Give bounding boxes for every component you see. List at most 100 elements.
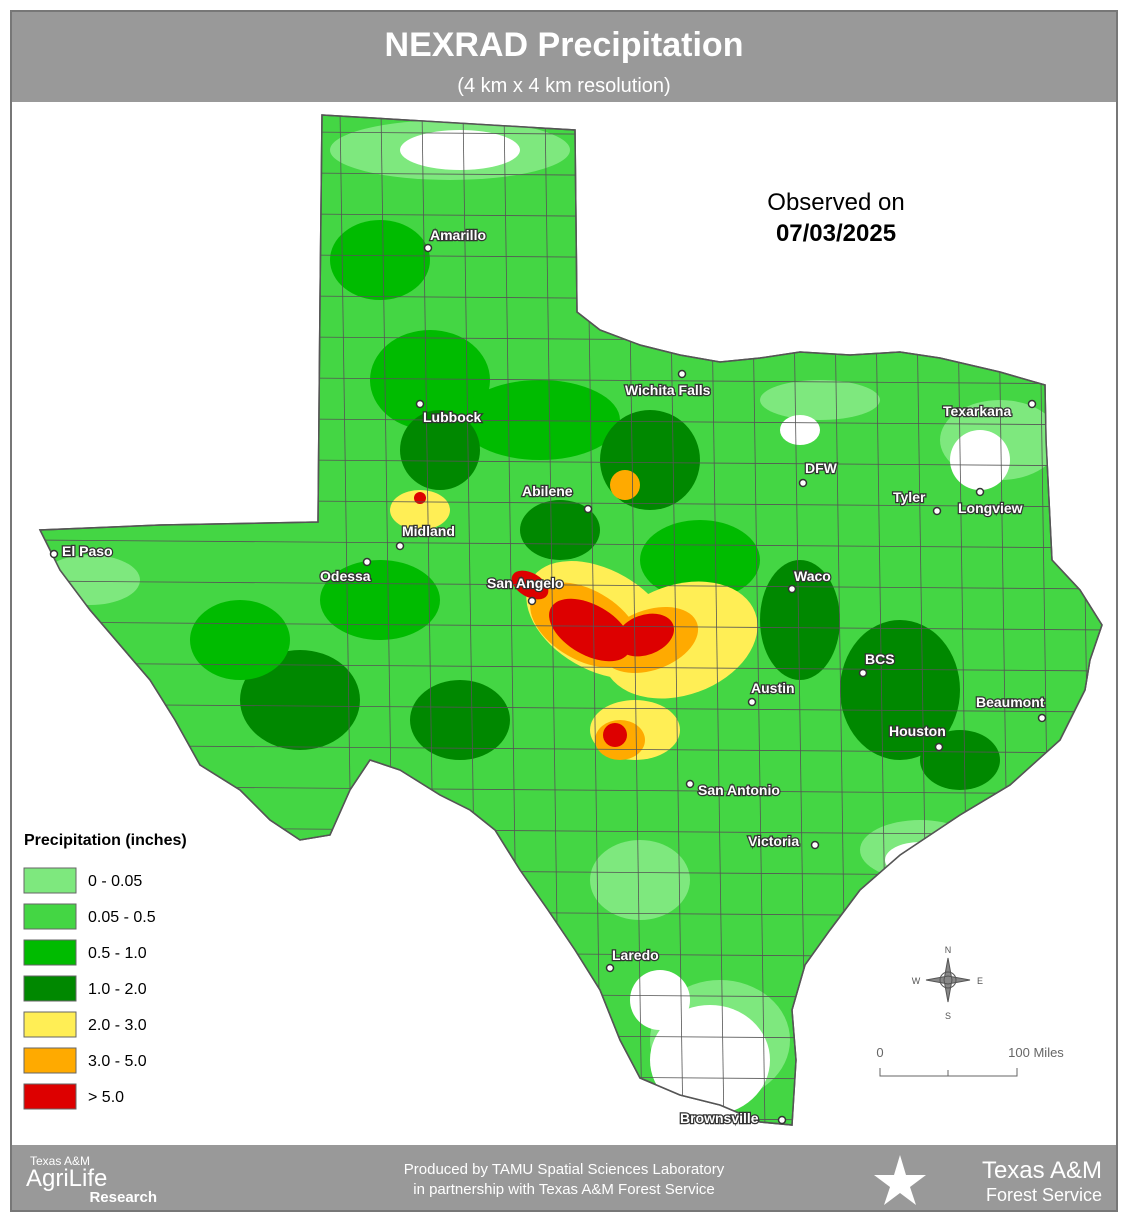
city-dot — [747, 697, 757, 707]
city-label: El Paso — [62, 543, 113, 559]
logo-text: Texas A&M — [30, 1154, 90, 1168]
cities: Amarillo Lubbock Wichita Falls Texarkana DFW… — [49, 226, 1047, 1127]
precip-area — [330, 220, 430, 300]
county-line — [40, 662, 1102, 672]
precip-area — [390, 490, 450, 530]
precip-area — [520, 500, 600, 560]
precip-area — [240, 650, 360, 750]
city-label: Houston — [889, 723, 946, 739]
city-label: BCS — [865, 651, 895, 667]
precip-area — [615, 613, 675, 657]
precip-field — [40, 120, 1060, 1115]
city-label: Lubbock — [423, 409, 482, 425]
county-line — [40, 539, 1102, 549]
title: NEXRAD Precipitation — [385, 26, 744, 64]
precip-area — [320, 560, 440, 640]
precip-area — [640, 520, 760, 600]
precip-area — [840, 620, 960, 760]
observed-label: Observed on — [767, 189, 904, 216]
precip-area — [610, 470, 640, 500]
legend-label: 1.0 - 2.0 — [88, 981, 147, 998]
compass-w: W — [912, 976, 921, 986]
legend: 0 - 0.05 0.05 - 0.5 0.5 - 1.0 1.0 - 2.0 2.0 … — [23, 867, 156, 1110]
precip-area — [549, 598, 631, 662]
city-dot — [49, 549, 59, 559]
county-line — [40, 580, 1102, 590]
no-precip — [630, 970, 690, 1030]
scale-start: 0 — [876, 1045, 883, 1060]
city-label: DFW — [805, 460, 838, 476]
city-dot — [583, 504, 593, 514]
legend-swatch — [23, 867, 77, 894]
compass: N S E W — [912, 945, 983, 1021]
city-dot — [932, 506, 942, 516]
city-dot — [1027, 399, 1037, 409]
city-dot — [685, 779, 695, 789]
city-label: San Angelo — [487, 575, 564, 591]
city-label: Austin — [751, 680, 795, 696]
precip-area — [370, 330, 490, 430]
logo-text: AgriLife — [26, 1165, 107, 1192]
city-label: Victoria — [748, 833, 799, 849]
legend-swatch — [23, 1047, 77, 1074]
city-label: Odessa — [320, 568, 371, 584]
city-dot — [605, 963, 615, 973]
city-dot — [934, 742, 944, 752]
no-precip — [400, 130, 520, 170]
precip-area — [920, 730, 1000, 790]
city-dot — [527, 596, 537, 606]
logo-text: Texas A&M — [982, 1157, 1102, 1184]
precip-area — [460, 380, 620, 460]
city-label: Amarillo — [430, 227, 486, 243]
credit-line: Produced by TAMU Spatial Sciences Labora… — [404, 1161, 725, 1178]
no-precip — [780, 415, 820, 445]
precip-area — [414, 492, 426, 504]
state-border — [38, 114, 1103, 1126]
city-dot — [810, 840, 820, 850]
subtitle: (4 km x 4 km resolution) — [457, 75, 670, 97]
logo-text: Forest Service — [986, 1185, 1102, 1205]
city-dot — [362, 557, 372, 567]
county-line — [40, 621, 1102, 631]
observed-date: 07/03/2025 — [776, 220, 896, 247]
legend-swatch — [23, 1083, 77, 1110]
precip-area — [603, 723, 627, 747]
city-label: Abilene — [522, 483, 573, 499]
city-label: Wichita Falls — [625, 382, 711, 398]
legend-swatch — [23, 903, 77, 930]
compass-s: S — [945, 1011, 951, 1021]
city-dot — [415, 399, 425, 409]
city-label: San Antonio — [698, 782, 780, 798]
no-precip — [650, 1005, 770, 1115]
legend-label: 0.05 - 0.5 — [88, 909, 156, 926]
compass-n: N — [945, 945, 952, 955]
city-label: Tyler — [893, 489, 926, 505]
star-logo — [874, 1155, 926, 1205]
precip-area — [760, 380, 880, 420]
legend-label: 0.5 - 1.0 — [88, 945, 147, 962]
header-band — [12, 12, 1116, 102]
city-label: Brownsville — [680, 1110, 759, 1126]
city-dot — [395, 541, 405, 551]
precip-area — [590, 840, 690, 920]
compass-e: E — [977, 976, 983, 986]
precip-area — [190, 600, 290, 680]
credit-line: in partnership with Texas A&M Forest Ser… — [413, 1181, 715, 1198]
city-dot — [858, 668, 868, 678]
no-precip — [950, 430, 1010, 490]
city-label: Beaumont — [976, 694, 1045, 710]
legend-label: 3.0 - 5.0 — [88, 1053, 147, 1070]
footer-band — [12, 1145, 1116, 1210]
scale-end: 100 Miles — [1008, 1045, 1064, 1060]
city-label: Texarkana — [943, 403, 1011, 419]
compass-ring — [939, 971, 957, 989]
city-dot — [975, 487, 985, 497]
precip-area — [760, 560, 840, 680]
legend-swatch — [23, 939, 77, 966]
city-label: Midland — [402, 523, 455, 539]
logo-text: Research — [89, 1189, 157, 1206]
county-line — [40, 744, 1102, 754]
legend-title: Precipitation (inches) — [24, 832, 187, 849]
legend-swatch — [23, 1011, 77, 1038]
